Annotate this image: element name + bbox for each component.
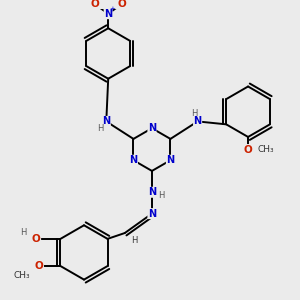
Text: H: H [20,228,27,237]
Text: N: N [129,155,137,165]
Text: H: H [131,236,138,245]
Text: N: N [194,116,202,126]
Text: N: N [148,123,156,133]
Text: N: N [148,208,156,219]
Text: O: O [117,0,126,9]
Text: CH₃: CH₃ [13,271,30,280]
Text: H: H [97,124,103,133]
Text: O: O [244,145,252,154]
Text: +: + [109,6,115,12]
Text: O: O [32,234,40,244]
Text: N: N [148,187,156,197]
Text: H: H [158,191,165,200]
Text: N: N [104,9,112,19]
Text: H: H [191,109,198,118]
Text: O: O [90,0,99,9]
Text: N: N [102,116,110,126]
Text: CH₃: CH₃ [257,145,274,154]
Text: N: N [167,155,175,165]
Text: O: O [35,261,44,271]
